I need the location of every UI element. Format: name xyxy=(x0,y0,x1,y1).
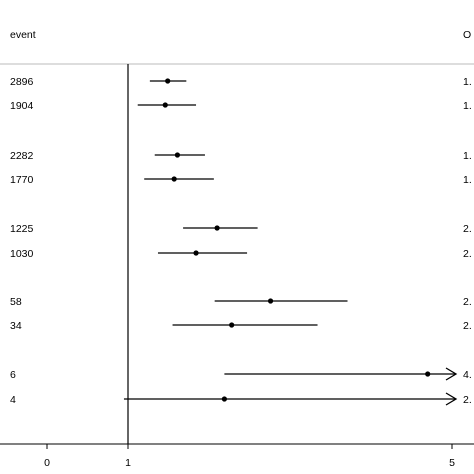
odds-ratio-label: 1. xyxy=(463,100,472,112)
point-estimate-marker xyxy=(229,322,235,328)
event-count-label: 58 xyxy=(10,296,22,308)
forest-row: 1225 2. xyxy=(10,223,472,235)
forest-row: 4 2. xyxy=(10,392,472,406)
forest-row: 1030 2. xyxy=(10,248,472,260)
point-estimate-marker xyxy=(214,225,220,231)
x-tick-label: 1 xyxy=(125,457,131,469)
x-tick-label: 5 xyxy=(449,457,455,469)
forest-row: 1904 1. xyxy=(10,100,472,112)
forest-row: 58 2. xyxy=(10,296,472,308)
event-count-label: 1225 xyxy=(10,223,34,235)
odds-ratio-label: 4. xyxy=(463,369,472,381)
event-count-label: 2282 xyxy=(10,150,34,162)
odds-ratio-label: 2. xyxy=(463,320,472,332)
forest-row: 1770 1. xyxy=(10,174,472,186)
forest-row: 34 2. xyxy=(10,320,472,332)
header-or-label: O xyxy=(463,29,471,41)
odds-ratio-label: 2. xyxy=(463,394,472,406)
forest-row: 2282 1. xyxy=(10,150,472,162)
rows-layer: 2896 1. 1904 1. 2282 1. 1770 1. 1225 2. 1030 2. 58 2.… xyxy=(10,76,472,406)
event-count-label: 1770 xyxy=(10,174,34,186)
header-event-label: event xyxy=(10,29,36,41)
odds-ratio-label: 1. xyxy=(463,174,472,186)
x-tick-label: 0 xyxy=(44,457,50,469)
truncation-arrow-icon xyxy=(445,392,458,406)
event-count-label: 4 xyxy=(10,394,16,406)
odds-ratio-label: 2. xyxy=(463,296,472,308)
event-count-label: 1904 xyxy=(10,100,34,112)
odds-ratio-label: 2. xyxy=(463,248,472,260)
forest-row: 6 4. xyxy=(10,367,472,381)
truncation-arrow-icon xyxy=(445,367,458,381)
point-estimate-marker xyxy=(162,102,168,108)
odds-ratio-label: 2. xyxy=(463,223,472,235)
odds-ratio-label: 1. xyxy=(463,76,472,88)
odds-ratio-label: 1. xyxy=(463,150,472,162)
event-count-label: 6 xyxy=(10,369,16,381)
event-count-label: 34 xyxy=(10,320,22,332)
point-estimate-marker xyxy=(425,371,431,377)
event-count-label: 1030 xyxy=(10,248,34,260)
point-estimate-marker xyxy=(165,78,171,84)
point-estimate-marker xyxy=(193,250,199,256)
point-estimate-marker xyxy=(221,396,227,402)
event-count-label: 2896 xyxy=(10,76,34,88)
point-estimate-marker xyxy=(267,298,274,304)
point-estimate-marker xyxy=(171,176,177,182)
forest-row: 2896 1. xyxy=(10,76,472,88)
x-axis-ticks: 0 1 5 xyxy=(44,444,455,469)
point-estimate-marker xyxy=(174,152,181,158)
